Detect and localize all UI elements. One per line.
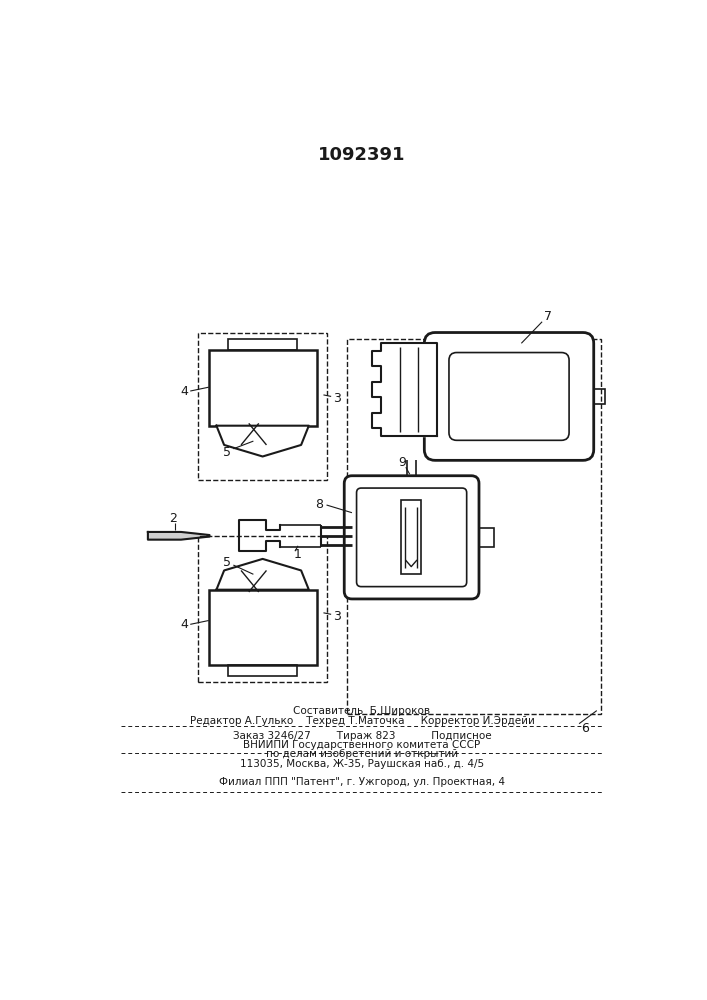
Bar xyxy=(209,350,317,426)
Bar xyxy=(209,590,317,665)
Bar xyxy=(198,333,327,480)
Bar xyxy=(228,339,297,350)
Text: 2: 2 xyxy=(170,512,177,525)
Bar xyxy=(479,528,494,547)
Text: Заказ 3246/27        Тираж 823           Подписное: Заказ 3246/27 Тираж 823 Подписное xyxy=(233,731,491,741)
Polygon shape xyxy=(216,426,309,456)
Text: ВНИИПИ Государственного комитета СССР: ВНИИПИ Государственного комитета СССР xyxy=(243,740,481,750)
Polygon shape xyxy=(148,532,209,540)
Text: 1: 1 xyxy=(294,548,302,561)
Text: 4: 4 xyxy=(180,618,188,631)
Bar xyxy=(402,500,421,574)
Text: по делам изобретений и открытий: по делам изобретений и открытий xyxy=(266,749,458,759)
Text: 6: 6 xyxy=(581,722,589,735)
Text: 8: 8 xyxy=(315,498,324,512)
FancyBboxPatch shape xyxy=(344,476,479,599)
Text: Редактор А.Гулько    Техред Т.Маточка     Корректор И.Эрдейи: Редактор А.Гулько Техред Т.Маточка Корре… xyxy=(189,716,534,726)
FancyBboxPatch shape xyxy=(449,353,569,440)
Text: 7: 7 xyxy=(544,310,552,323)
Text: 3: 3 xyxy=(332,392,341,405)
Text: Составитель  Б.Широков: Составитель Б.Широков xyxy=(293,706,431,716)
Bar xyxy=(594,389,605,404)
Text: 4: 4 xyxy=(180,385,188,398)
Bar xyxy=(346,339,601,714)
Text: 5: 5 xyxy=(223,446,231,459)
Text: 1092391: 1092391 xyxy=(318,146,406,164)
Text: 113035, Москва, Ж-35, Раушская наб., д. 4/5: 113035, Москва, Ж-35, Раушская наб., д. … xyxy=(240,759,484,769)
Text: 9: 9 xyxy=(398,456,406,469)
Polygon shape xyxy=(372,343,437,436)
FancyBboxPatch shape xyxy=(424,333,594,460)
Polygon shape xyxy=(239,520,281,551)
Polygon shape xyxy=(216,559,309,590)
Bar xyxy=(198,536,327,682)
Text: Филиал ППП "Патент", г. Ужгород, ул. Проектная, 4: Филиал ППП "Патент", г. Ужгород, ул. Про… xyxy=(219,777,505,787)
Text: 5: 5 xyxy=(223,556,231,569)
Bar xyxy=(228,665,297,676)
Text: 3: 3 xyxy=(332,610,341,623)
FancyBboxPatch shape xyxy=(356,488,467,587)
